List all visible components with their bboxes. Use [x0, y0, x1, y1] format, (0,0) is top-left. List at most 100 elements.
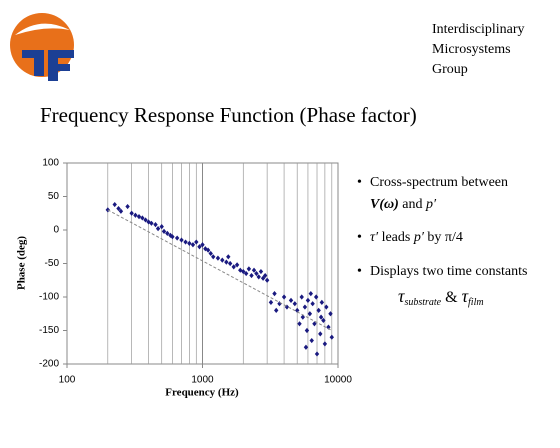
bullet-text: V(ω) and p′ [370, 197, 437, 212]
bullet-text: τsubstrate & τfilm [398, 286, 484, 308]
data-point [254, 270, 259, 277]
bullet-text: Cross-spectrum between [370, 175, 508, 190]
data-point [249, 272, 254, 279]
data-point [153, 222, 158, 228]
x-tick-label: 1000 [191, 375, 214, 386]
data-point [243, 270, 249, 277]
data-point [326, 324, 331, 330]
data-point [224, 259, 229, 265]
data-point [143, 217, 148, 223]
data-point [183, 239, 188, 245]
data-point [136, 214, 142, 220]
text-run: p′ [413, 230, 425, 245]
data-point [312, 321, 317, 327]
y-tick-label: -150 [39, 325, 59, 336]
data-point [318, 331, 323, 337]
data-point [149, 220, 154, 226]
text-run: and [399, 197, 426, 212]
data-point [226, 254, 231, 260]
data-point [321, 317, 326, 324]
data-point [112, 201, 117, 208]
data-point [179, 237, 184, 243]
data-point [272, 291, 277, 297]
data-point [174, 235, 180, 241]
data-point [118, 208, 124, 214]
data-point [274, 307, 279, 313]
y-tick-label: -200 [39, 359, 59, 370]
data-point [288, 297, 294, 303]
bullet-dot: • [357, 230, 362, 245]
data-point [258, 268, 264, 275]
data-point [125, 203, 130, 210]
data-point [309, 337, 314, 344]
data-point [319, 299, 325, 305]
bullets: • Cross-spectrum between V(ω) and p′ • τ… [357, 175, 528, 308]
text-run: leads [378, 230, 414, 245]
logo [10, 13, 74, 81]
text-run: film [468, 297, 484, 308]
text-run: substrate [404, 297, 441, 308]
data-point [146, 219, 151, 225]
data-point [231, 264, 236, 270]
data-point [262, 272, 268, 279]
header-line: Microsystems [432, 42, 511, 57]
y-tick-label: 100 [42, 158, 59, 169]
data-point [197, 244, 202, 250]
data-point [116, 205, 121, 212]
bullet-text: τ′ leads p′ by π/4 [370, 230, 463, 245]
y-tick-label: 50 [48, 191, 60, 202]
text-run: V(ω) [370, 197, 399, 212]
data-point [140, 215, 145, 221]
data-point [155, 226, 161, 232]
text-run: τ [462, 286, 469, 306]
logo-f [48, 50, 74, 81]
y-axis-label: Phase (deg) [16, 236, 28, 290]
data-point [227, 260, 233, 267]
bullet-dot: • [357, 264, 362, 279]
data-point [295, 307, 300, 313]
data-point [200, 242, 205, 248]
data-point [314, 351, 320, 357]
data-point [329, 334, 334, 340]
data-point [170, 234, 175, 240]
data-point [161, 228, 167, 234]
x-tick-label: 10000 [324, 375, 352, 386]
data-point [307, 311, 313, 317]
data-point [190, 242, 196, 248]
data-point [246, 266, 252, 272]
data-point [220, 257, 225, 263]
text-run: τ′ [370, 230, 379, 245]
logo-u [22, 50, 44, 76]
data-point [302, 304, 308, 310]
data-point [208, 250, 213, 257]
data-point [303, 344, 309, 350]
data-point [328, 311, 333, 317]
data-point [313, 294, 319, 300]
data-point [129, 210, 134, 216]
data-point [322, 341, 328, 347]
data-point [256, 274, 261, 280]
data-point [308, 291, 314, 297]
data-point [304, 327, 310, 334]
bullet-text: Displays two time constants [370, 264, 528, 279]
slide-title: Frequency Response Function (Phase facto… [40, 103, 417, 127]
data-point [264, 277, 270, 283]
data-point [316, 307, 321, 313]
data-point [211, 254, 216, 260]
data-point [234, 262, 240, 268]
data-point [324, 304, 329, 310]
data-point [165, 230, 170, 236]
data-point [215, 255, 221, 261]
data-point [318, 314, 324, 320]
data-point [159, 224, 164, 230]
data-point [133, 212, 138, 218]
plot: 100 1000 10000 -200 -150 -100 -50 0 50 100 [39, 158, 352, 386]
text-run: p′ [425, 197, 437, 212]
data-point [310, 301, 315, 307]
data-point [194, 239, 199, 245]
text-run: τ [398, 286, 405, 306]
text-run: & [441, 289, 461, 306]
data-point [292, 301, 298, 307]
data-point [281, 294, 287, 300]
